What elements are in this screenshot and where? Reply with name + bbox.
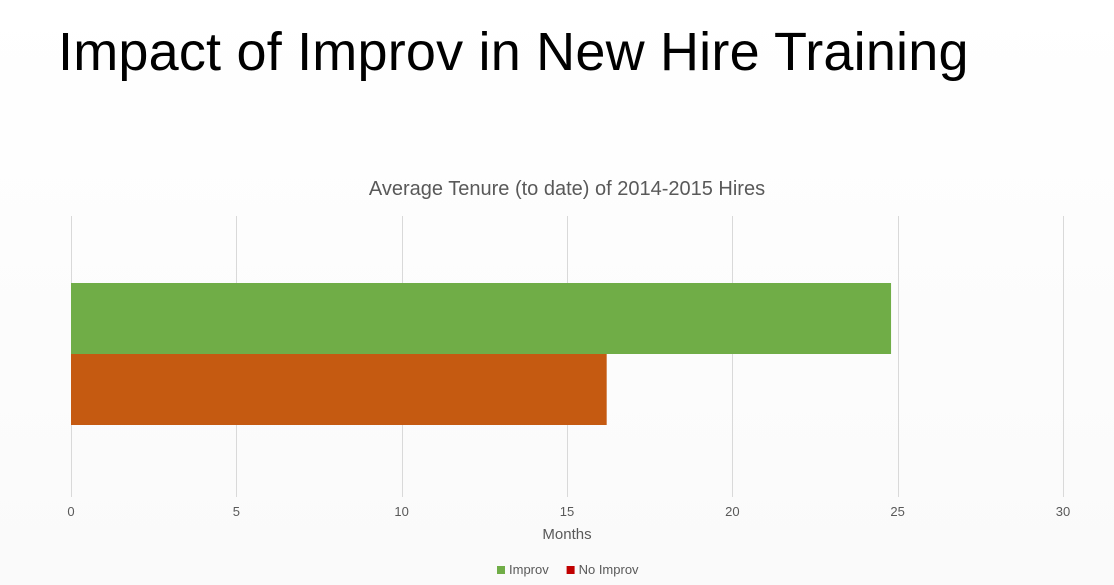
- legend-swatch: [566, 566, 575, 574]
- x-tick-label: 5: [233, 504, 240, 519]
- slide-title: Impact of Improv in New Hire Training: [58, 22, 969, 82]
- bar: [71, 354, 607, 425]
- x-axis-ticks: 0 5 10 15 20 25 30: [67, 504, 1070, 519]
- legend-label: No Improv: [579, 562, 639, 577]
- x-axis-title: Months: [542, 526, 591, 543]
- x-tick-label: 10: [394, 504, 408, 519]
- chart-title: Average Tenure (to date) of 2014-2015 Hi…: [369, 178, 765, 200]
- legend-swatch: [497, 566, 505, 574]
- x-tick-label: 30: [1056, 504, 1070, 519]
- bars: [71, 283, 892, 425]
- x-tick-label: 25: [890, 504, 904, 519]
- legend-label: Improv: [509, 562, 549, 577]
- bar: [71, 283, 892, 354]
- x-tick-label: 15: [560, 504, 574, 519]
- x-tick-label: 20: [725, 504, 739, 519]
- legend: Improv No Improv: [497, 562, 639, 577]
- x-tick-label: 0: [67, 504, 74, 519]
